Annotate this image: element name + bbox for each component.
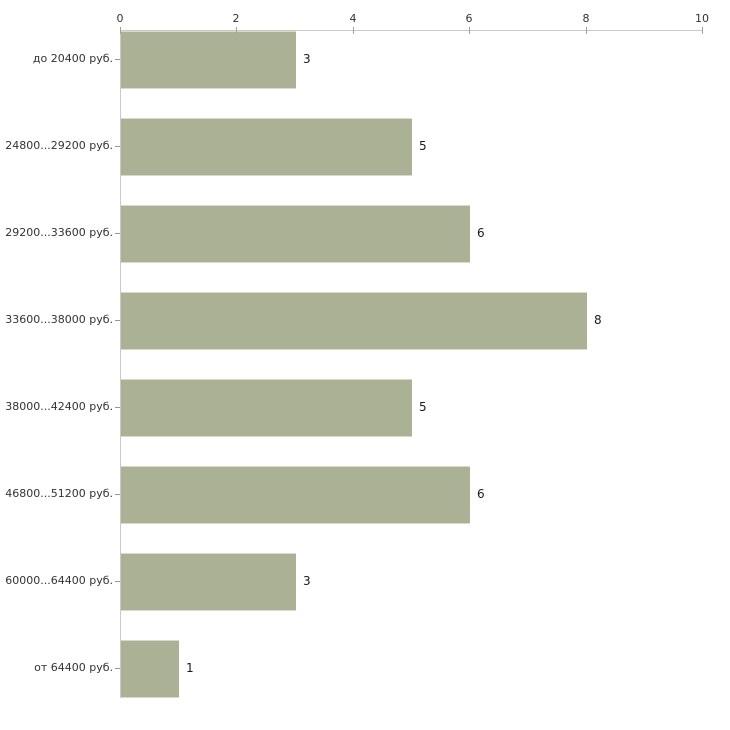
category-tick-mark [115, 407, 120, 408]
value-label: 6 [477, 487, 485, 501]
category-tick-mark [115, 581, 120, 582]
category-label: от 64400 руб. [34, 661, 113, 674]
bar [121, 117, 412, 176]
x-tick-label: 4 [349, 12, 357, 25]
category-label: 38000...42400 руб. [5, 400, 113, 413]
value-label: 3 [303, 52, 311, 66]
bar [121, 204, 470, 263]
category-label: 60000...64400 руб. [5, 574, 113, 587]
x-tick-mark [120, 27, 121, 34]
x-tick-label: 0 [116, 12, 124, 25]
x-tick-mark [586, 27, 587, 34]
category-label: 29200...33600 руб. [5, 226, 113, 239]
category-label: 33600...38000 руб. [5, 313, 113, 326]
x-tick-mark [702, 27, 703, 34]
category-tick-mark [115, 233, 120, 234]
category-label: 46800...51200 руб. [5, 487, 113, 500]
category-label: 24800...29200 руб. [5, 139, 113, 152]
category-label: до 20400 руб. [32, 52, 113, 65]
x-tick-mark [236, 27, 237, 34]
value-label: 6 [477, 226, 485, 240]
bar [121, 291, 587, 350]
bar [121, 30, 296, 89]
value-label: 1 [186, 661, 194, 675]
bar [121, 552, 296, 611]
bar [121, 378, 412, 437]
value-label: 5 [419, 139, 427, 153]
category-tick-mark [115, 494, 120, 495]
x-tick-label: 10 [695, 12, 709, 25]
bar [121, 465, 470, 524]
x-tick-mark [353, 27, 354, 34]
value-label: 5 [419, 400, 427, 414]
x-tick-label: 6 [465, 12, 473, 25]
category-tick-mark [115, 668, 120, 669]
value-label: 3 [303, 574, 311, 588]
x-tick-label: 8 [582, 12, 590, 25]
x-tick-label: 2 [232, 12, 240, 25]
category-tick-mark [115, 320, 120, 321]
x-tick-mark [469, 27, 470, 34]
value-label: 8 [594, 313, 602, 327]
plot-area [120, 30, 703, 698]
category-tick-mark [115, 146, 120, 147]
category-tick-mark [115, 59, 120, 60]
bar [121, 639, 179, 698]
